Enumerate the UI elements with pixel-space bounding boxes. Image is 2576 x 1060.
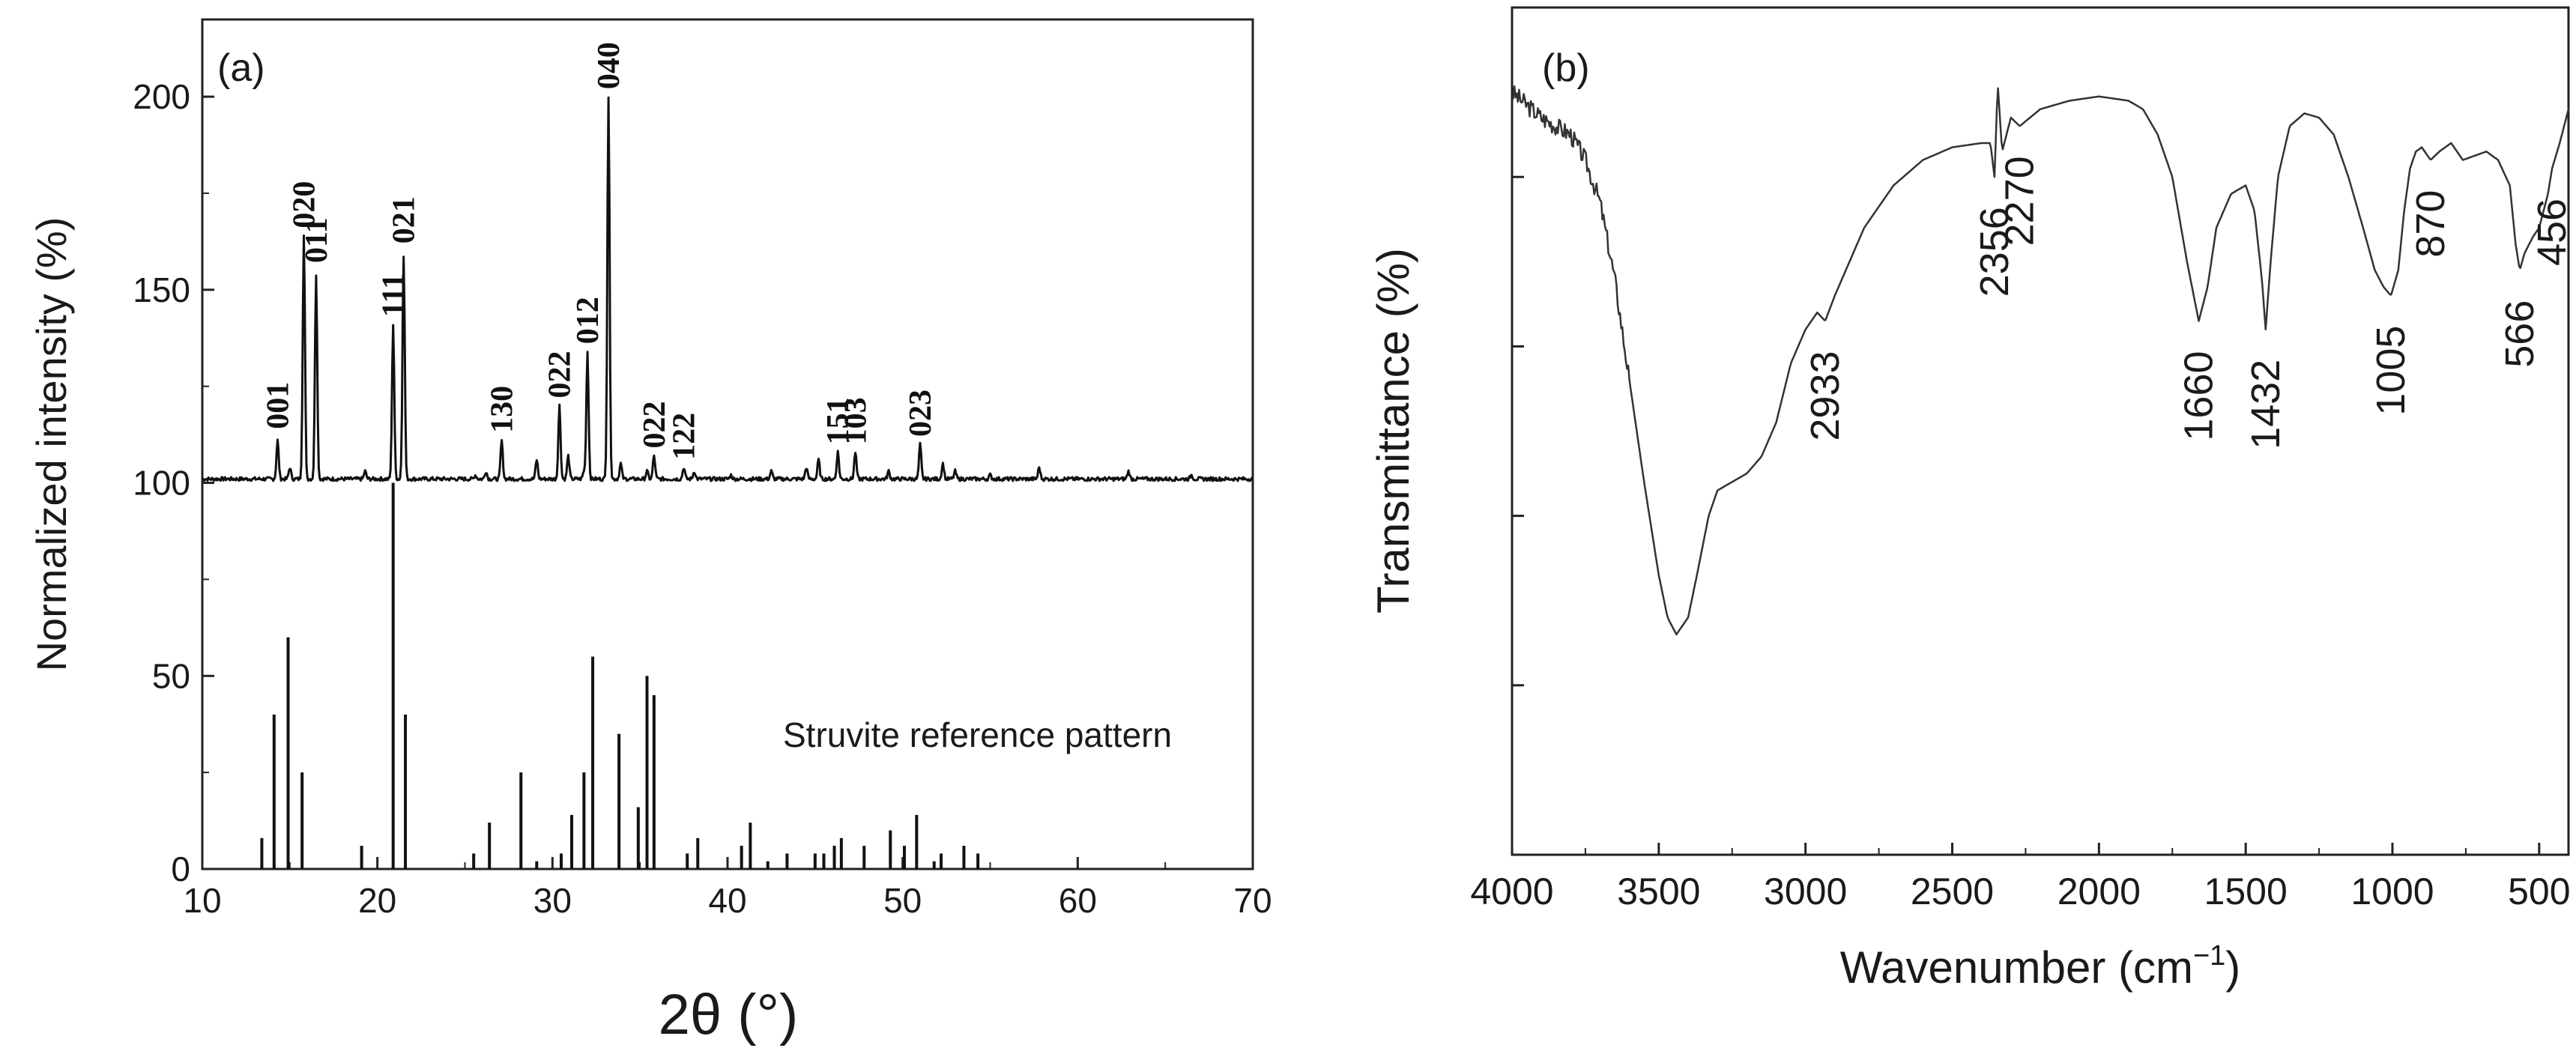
band-label: 1005 [2368, 326, 2413, 416]
peak-label: 001 [261, 382, 295, 429]
xrd-x-tick-label: 20 [358, 881, 396, 920]
peak-label: 012 [571, 297, 605, 344]
band-label: 456 [2530, 199, 2575, 266]
xrd-measured-pattern [202, 96, 1254, 482]
peak-label: 040 [592, 42, 626, 89]
xrd-x-axis: 10 20 30 40 50 60 70 [183, 857, 1272, 920]
peak-label: 111 [377, 273, 411, 317]
ftir-x-tick-label: 1500 [2204, 870, 2288, 912]
band-label: 870 [2408, 190, 2453, 258]
xrd-reference-sticks [260, 482, 980, 869]
xrd-x-tick-label: 60 [1059, 881, 1097, 920]
peak-label: 022 [543, 351, 578, 398]
xrd-y-tick-label: 50 [152, 656, 190, 695]
xrd-y-tick-label: 200 [133, 77, 190, 116]
ftir-x-axis-title-sup: −1 [2193, 940, 2225, 972]
ftir-spectrum-line [1511, 85, 2570, 636]
band-label: 566 [2497, 300, 2542, 368]
reference-pattern-label: Struvite reference pattern [783, 715, 1172, 754]
ftir-x-tick-label: 2000 [2058, 870, 2141, 912]
xrd-x-tick-label: 10 [183, 881, 221, 920]
ftir-y-axis-title: Transmittance (%) [1368, 248, 1418, 614]
ftir-x-axis-title-end: ) [2225, 942, 2240, 993]
ftir-x-axis-title-main: Wavenumber (cm [1840, 942, 2193, 993]
band-label: 1660 [2177, 351, 2222, 440]
ftir-panel: (b) 4000 3500 3000 2500 2000 1500 1000 500 Tran… [1368, 6, 2575, 993]
ftir-x-tick-label: 500 [2508, 870, 2570, 912]
xrd-x-tick-label: 70 [1233, 881, 1272, 920]
xrd-pattern-line [202, 96, 1254, 482]
xrd-panel: (a) 0 50 100 150 200 10 20 30 40 50 60 70 Normaliz… [28, 18, 1272, 1047]
ftir-x-axis: 4000 3500 3000 2500 2000 1500 1000 500 [1470, 843, 2571, 912]
xrd-x-tick-label: 30 [533, 881, 572, 920]
ftir-x-tick-label: 4000 [1470, 870, 1553, 912]
xrd-x-tick-label: 50 [883, 881, 922, 920]
xrd-x-axis-title: 2θ (°) [659, 983, 799, 1047]
peak-label: 023 [904, 390, 938, 437]
peak-label: 011 [300, 217, 334, 263]
peak-label: 130 [486, 386, 520, 433]
ftir-plot-frame [1511, 6, 2570, 856]
xrd-x-tick-label: 40 [708, 881, 746, 920]
xrd-y-tick-label: 100 [133, 464, 190, 503]
peak-label: 103 [839, 397, 874, 444]
xrd-panel-label: (a) [217, 46, 265, 90]
ftir-y-axis [1512, 175, 1524, 687]
xrd-y-tick-label: 150 [133, 270, 190, 309]
peak-label: 122 [668, 413, 702, 460]
band-label: 2270 [1998, 156, 2043, 246]
ftir-x-axis-title: Wavenumber (cm−1) [1840, 940, 2241, 993]
xrd-y-tick-label: 0 [171, 849, 190, 888]
ftir-spectrum [1511, 85, 2570, 636]
ftir-panel-label: (b) [1542, 46, 1590, 90]
band-label: 1432 [2243, 360, 2288, 449]
ftir-x-tick-label: 3000 [1764, 870, 1847, 912]
peak-label: 151 [821, 397, 856, 444]
ftir-x-tick-label: 2500 [1911, 870, 1994, 912]
peak-label: 022 [638, 401, 672, 448]
ftir-x-tick-label: 1000 [2350, 870, 2434, 912]
peak-label: 020 [288, 181, 322, 228]
band-label: 2933 [1803, 351, 1848, 440]
peak-label: 021 [387, 196, 422, 243]
xrd-y-axis-title: Normalized intensity (%) [28, 217, 75, 672]
ftir-x-tick-label: 3500 [1617, 870, 1700, 912]
xrd-y-axis: 0 50 100 150 200 [133, 77, 214, 888]
band-label: 2356 [1972, 207, 2017, 297]
